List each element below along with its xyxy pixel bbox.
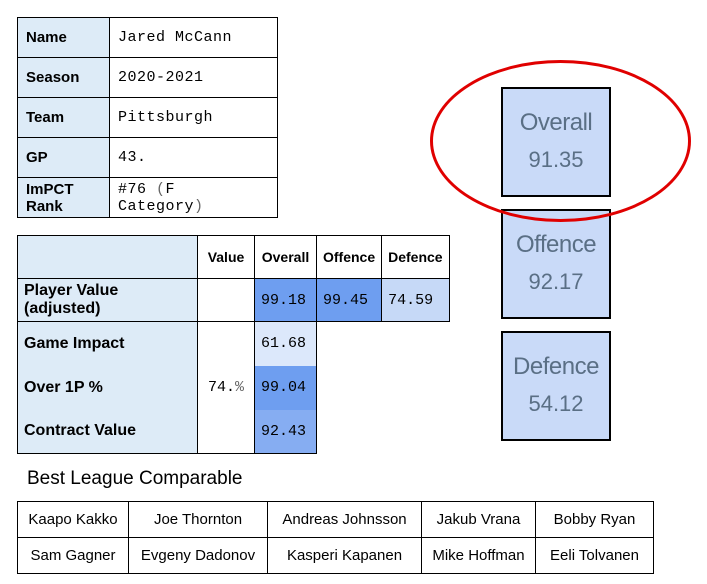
comparable-player: Bobby Ryan [535, 501, 654, 538]
comparable-player: Joe Thornton [128, 501, 268, 538]
info-row-team: Team Pittsburgh [17, 97, 278, 138]
comparable-player: Andreas Johnsson [267, 501, 422, 538]
comparables-row: Sam Gagner Evgeny Dadonov Kasperi Kapane… [17, 537, 654, 574]
comparable-player: Kasperi Kapanen [267, 537, 422, 574]
player-value-defence: 74.59 [381, 278, 450, 322]
empty-cell [317, 410, 450, 454]
comparable-player: Sam Gagner [17, 537, 129, 574]
defence-score-box: Defence 54.12 [501, 331, 611, 441]
player-info-table: Name Jared McCann Season 2020-2021 Team … [17, 17, 278, 218]
rank-paren-close: ) [194, 197, 204, 215]
header-overall: Overall [254, 235, 317, 279]
comparable-player: Eeli Tolvanen [535, 537, 654, 574]
name-value: Jared McCann [109, 17, 278, 58]
info-row-rank: ImPCT Rank #76 (F Category) [17, 177, 278, 218]
defence-score-label: Defence [513, 353, 599, 380]
player-value-offence: 99.45 [315, 278, 383, 322]
row-over-1p: Over 1P % 99.04 [17, 365, 450, 410]
header-value: Value [197, 235, 255, 279]
season-label: Season [17, 57, 110, 98]
row-contract-value: Contract Value 92.43 [17, 409, 450, 454]
info-row-season: Season 2020-2021 [17, 57, 278, 98]
gp-value: 43. [109, 137, 278, 178]
contract-value-label: Contract Value [17, 409, 198, 454]
comparable-player: Evgeny Dadonov [128, 537, 268, 574]
offence-score-box: Offence 92.17 [501, 209, 611, 319]
comparables-title: Best League Comparable [27, 468, 243, 489]
over-1p-number: 74. [207, 379, 235, 396]
season-value: 2020-2021 [109, 57, 278, 98]
rank-paren-open: ( [156, 180, 166, 198]
over-1p-overall: 99.04 [254, 365, 317, 410]
defence-score-value: 54.12 [528, 391, 584, 416]
offence-score-label: Offence [515, 231, 597, 258]
metrics-table: Value Overall Offence Defence Player Val… [17, 235, 450, 454]
row-player-value: Player Value (adjusted) 99.18 99.45 74.5… [17, 278, 450, 322]
game-impact-overall: 61.68 [254, 321, 317, 366]
info-row-gp: GP 43. [17, 137, 278, 178]
over-1p-label: Over 1P % [17, 365, 198, 410]
player-value-overall: 99.18 [254, 278, 317, 322]
contract-value-overall: 92.43 [254, 409, 317, 454]
rank-category: F Category [118, 180, 195, 215]
comparables-table: Kaapo Kakko Joe Thornton Andreas Johnsso… [17, 501, 654, 574]
comparable-player: Mike Hoffman [421, 537, 536, 574]
empty-cell [317, 366, 450, 410]
empty-cell [317, 322, 450, 366]
team-value: Pittsburgh [109, 97, 278, 138]
over-1p-percent: % [235, 379, 245, 396]
comparable-player: Kaapo Kakko [17, 501, 129, 538]
rank-number: #76 [118, 180, 157, 198]
row-game-impact: Game Impact 74.% 61.68 [17, 321, 450, 454]
offence-score-value: 92.17 [528, 269, 584, 294]
player-value-value [197, 278, 255, 322]
over-1p-value: 74.% [197, 321, 255, 454]
name-label: Name [17, 17, 110, 58]
rank-value: #76 (F Category) [109, 177, 278, 218]
info-row-name: Name Jared McCann [17, 17, 278, 58]
highlight-circle [430, 60, 691, 222]
rank-label: ImPCT Rank [17, 177, 110, 218]
header-offence: Offence [315, 235, 383, 279]
header-defence: Defence [381, 235, 450, 279]
comparables-row: Kaapo Kakko Joe Thornton Andreas Johnsso… [17, 501, 654, 538]
gp-label: GP [17, 137, 110, 178]
comparable-player: Jakub Vrana [421, 501, 536, 538]
game-impact-label: Game Impact [17, 321, 198, 366]
team-label: Team [17, 97, 110, 138]
metrics-header-row: Value Overall Offence Defence [17, 235, 450, 279]
player-value-label: Player Value (adjusted) [17, 278, 198, 322]
metrics-corner [17, 235, 198, 279]
